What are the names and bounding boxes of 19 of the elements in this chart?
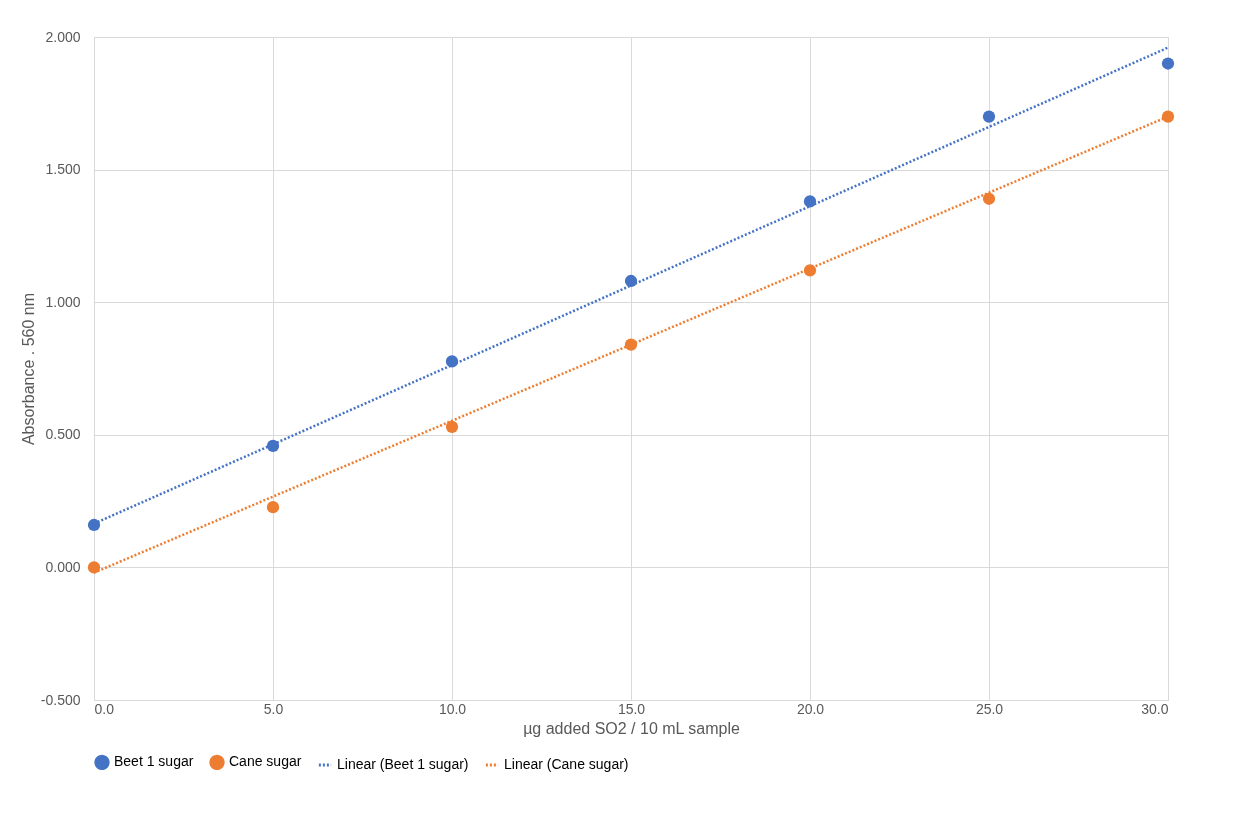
y-tick-label: -0.500: [40, 691, 81, 708]
x-tick-label: 10.0: [438, 700, 467, 717]
legend-label: Cane sugar: [229, 753, 302, 770]
y-tick-label: 1.500: [45, 161, 81, 178]
y-tick-label: 1.000: [45, 293, 81, 310]
y-tick-label: 0.000: [45, 558, 81, 575]
y-tick-label: 0.500: [45, 426, 81, 443]
legend-label: Beet 1 sugar: [114, 753, 194, 770]
x-tick-label: 5.0: [263, 700, 284, 717]
y-tick-label: 2.000: [45, 28, 81, 45]
x-tick-label: 15.0: [617, 700, 646, 717]
x-tick-label: 25.0: [975, 700, 1004, 717]
x-tick-label: 20.0: [796, 700, 825, 717]
x-tick-label: 30.0: [1141, 700, 1169, 717]
legend-label: Linear (Beet 1 sugar): [337, 756, 469, 772]
x-tick-label: 0.0: [94, 700, 115, 717]
legend-label: Linear (Cane sugar): [504, 756, 629, 772]
x-axis-title: µg added SO2 / 10 mL sample: [523, 719, 740, 737]
y-axis-title: Absorbance . 560 nm: [19, 292, 37, 446]
